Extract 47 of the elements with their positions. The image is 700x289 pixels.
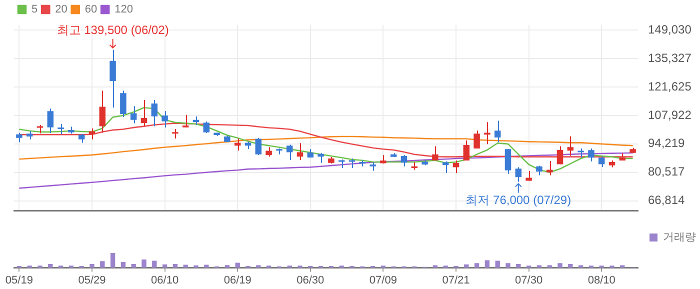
bar bbox=[194, 265, 198, 268]
bar bbox=[204, 264, 209, 268]
annotation: 최고 139,500 (06/02) bbox=[56, 23, 169, 38]
bar bbox=[110, 253, 116, 268]
legend-label: 거래량 bbox=[663, 232, 696, 244]
candlestick bbox=[162, 110, 168, 128]
bar bbox=[495, 260, 500, 268]
x-tick-label: 08/10 bbox=[588, 274, 616, 286]
candlestick bbox=[328, 156, 334, 164]
x-tick-label: 07/09 bbox=[369, 274, 397, 286]
candlestick bbox=[214, 132, 220, 136]
bar bbox=[506, 263, 510, 268]
bar bbox=[142, 260, 146, 268]
y-tick-label: 135,327 bbox=[648, 50, 692, 65]
y-tick-label: 94,219 bbox=[648, 136, 686, 150]
candlestick bbox=[630, 147, 636, 154]
bar bbox=[100, 261, 105, 268]
candlestick bbox=[380, 154, 386, 164]
candlestick bbox=[224, 135, 230, 142]
bar bbox=[224, 265, 230, 268]
candlestick bbox=[546, 160, 553, 176]
x-tick-label: 06/10 bbox=[151, 274, 179, 286]
candlestick bbox=[484, 122, 490, 145]
bar bbox=[183, 264, 188, 268]
bar bbox=[152, 260, 157, 268]
legend-label: 20 bbox=[55, 4, 68, 16]
bar bbox=[120, 262, 126, 268]
y-tick-label: 66,814 bbox=[648, 193, 686, 208]
x-tick-label: 06/19 bbox=[224, 274, 252, 286]
y-tick-label: 149,030 bbox=[648, 22, 692, 36]
x-tick-label: 06/30 bbox=[296, 274, 324, 286]
bar bbox=[558, 263, 562, 268]
x-tick-label: 05/29 bbox=[78, 274, 106, 286]
y-tick-label: 121,625 bbox=[648, 79, 692, 94]
legend-label: 60 bbox=[84, 4, 98, 16]
candlestick bbox=[68, 126, 74, 134]
bar bbox=[90, 264, 94, 268]
legend-label: 5 bbox=[32, 4, 38, 16]
candlestick bbox=[370, 162, 376, 172]
annotation: 최저 76,000 (07/29) bbox=[466, 193, 572, 208]
y-tick-label: 80,517 bbox=[648, 164, 686, 179]
bar bbox=[474, 263, 480, 268]
y-tick-label: 107,922 bbox=[648, 108, 692, 122]
x-tick-label: 07/30 bbox=[515, 274, 543, 286]
x-tick-label: 05/19 bbox=[5, 274, 33, 286]
legend-label: 120 bbox=[114, 4, 133, 16]
x-tick-label: 07/21 bbox=[442, 274, 470, 286]
